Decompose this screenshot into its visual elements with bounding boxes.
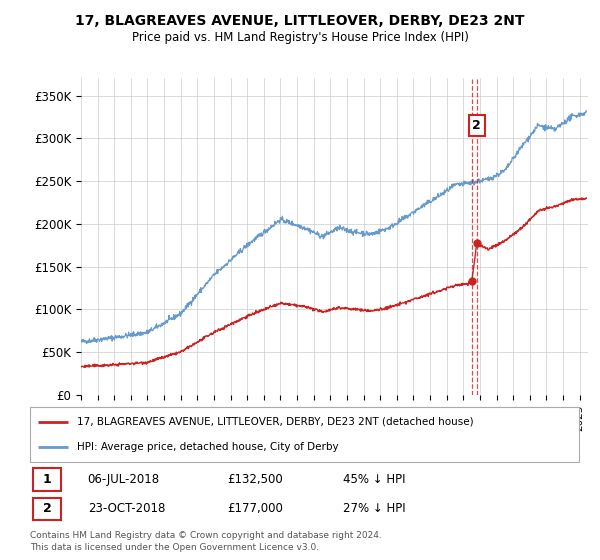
FancyBboxPatch shape	[33, 468, 61, 491]
Text: 17, BLAGREAVES AVENUE, LITTLEOVER, DERBY, DE23 2NT (detached house): 17, BLAGREAVES AVENUE, LITTLEOVER, DERBY…	[77, 417, 473, 427]
Text: 27% ↓ HPI: 27% ↓ HPI	[343, 502, 406, 515]
Text: 1: 1	[43, 473, 52, 486]
Text: £177,000: £177,000	[227, 502, 284, 515]
Text: This data is licensed under the Open Government Licence v3.0.: This data is licensed under the Open Gov…	[30, 543, 319, 552]
Text: 2: 2	[472, 119, 481, 132]
Text: HPI: Average price, detached house, City of Derby: HPI: Average price, detached house, City…	[77, 442, 338, 452]
Text: £132,500: £132,500	[227, 473, 283, 486]
FancyBboxPatch shape	[30, 407, 579, 462]
Text: Contains HM Land Registry data © Crown copyright and database right 2024.: Contains HM Land Registry data © Crown c…	[30, 531, 382, 540]
Text: Price paid vs. HM Land Registry's House Price Index (HPI): Price paid vs. HM Land Registry's House …	[131, 31, 469, 44]
Text: 23-OCT-2018: 23-OCT-2018	[88, 502, 165, 515]
Text: 17, BLAGREAVES AVENUE, LITTLEOVER, DERBY, DE23 2NT: 17, BLAGREAVES AVENUE, LITTLEOVER, DERBY…	[75, 14, 525, 28]
Text: 06-JUL-2018: 06-JUL-2018	[88, 473, 160, 486]
Text: 2: 2	[43, 502, 52, 515]
Text: 45% ↓ HPI: 45% ↓ HPI	[343, 473, 406, 486]
FancyBboxPatch shape	[33, 498, 61, 520]
